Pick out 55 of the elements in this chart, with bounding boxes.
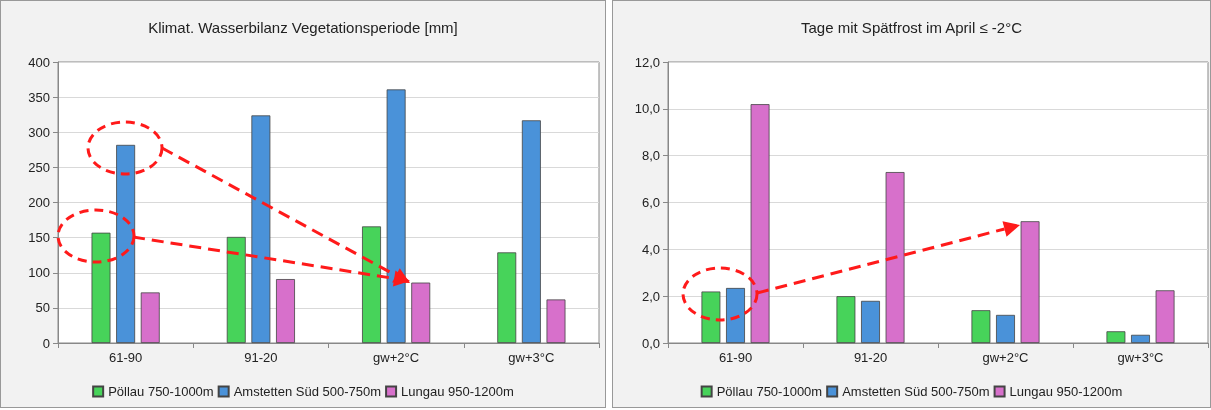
legend-label: Pöllau 750-1000m [108,384,214,399]
bar [701,291,721,343]
bar [1155,290,1175,343]
bar [226,236,246,343]
y-tick-label: 8,0 [641,148,660,164]
y-tick-label: 200 [28,195,50,210]
bar [726,287,745,343]
bar [521,120,541,343]
bar [971,310,991,343]
bar [750,104,770,343]
y-tick-label: 0,0 [641,335,660,351]
y-tick-label: 6,0 [641,195,660,210]
legend-label: Lungau 950-1200m [1009,384,1123,399]
x-tick-label: 91-20 [244,350,278,365]
y-tick-label: 350 [28,89,50,105]
chart-title: Klimat. Wasserbilanz Vegetationsperiode [mm] [148,19,458,36]
x-tick-label: 91-20 [853,350,888,365]
legend-label: Amstetten Süd 500-750m [233,384,382,399]
x-tick-label: gw+3°C [1117,350,1164,365]
x-tick-label: 61-90 [109,350,143,365]
bar [996,314,1015,343]
bar [411,282,431,343]
bar [1131,334,1150,343]
bar [91,232,111,343]
y-tick-label: 150 [28,230,50,246]
legend-label: Amstetten Süd 500-750m [842,384,990,399]
y-tick-label: 4,0 [641,241,660,257]
bar [116,144,136,343]
bar [861,300,880,343]
chart-title: Tage mit Spätfrost im April ≤ -2°C [801,19,1023,36]
y-tick-label: 2,0 [641,288,660,304]
bar [836,296,856,343]
bar [885,172,905,343]
legend-label: Lungau 950-1200m [401,384,514,399]
y-tick-label: 50 [35,300,50,316]
bar [1106,331,1126,343]
bar [1020,221,1040,343]
y-tick-label: 10,0 [634,101,660,117]
y-tick-label: 12,0 [634,54,660,70]
bar [497,252,517,343]
x-tick-label: 61-90 [718,350,753,365]
bar [546,299,566,343]
y-tick-label: 100 [28,265,50,281]
bar [140,292,160,343]
x-tick-label: gw+2°C [373,350,420,365]
y-tick-label: 400 [28,54,50,70]
legend-label: Pöllau 750-1000m [716,384,823,399]
bar [251,115,271,343]
bar [362,226,381,343]
y-tick-label: 0 [42,335,50,351]
x-tick-label: gw+2°C [982,350,1029,365]
y-tick-label: 250 [28,159,50,175]
bar [276,279,295,343]
y-tick-label: 300 [28,124,50,140]
x-tick-label: gw+3°C [508,350,555,365]
